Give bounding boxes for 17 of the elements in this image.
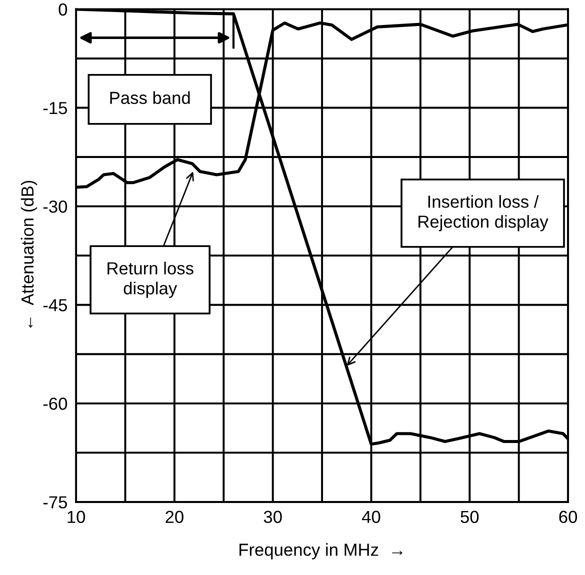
y-tick-label: -15 <box>43 102 67 114</box>
annotation: Pass band <box>110 91 190 104</box>
x-tick-label: 40 <box>362 510 380 524</box>
y-tick-label: -75 <box>43 496 67 508</box>
y-tick-label: -45 <box>43 299 67 312</box>
x-tick-label: 20 <box>166 510 184 524</box>
y-tick-label: 0 <box>58 3 68 16</box>
annotation: Insertion loss / Rejection display <box>418 195 548 232</box>
x-tick-label: 30 <box>264 510 282 524</box>
y-tick-label: -60 <box>43 398 68 410</box>
y-axis-title: ← Attenuation (dB) <box>20 180 38 328</box>
x-tick-label: 10 <box>68 510 86 524</box>
x-tick-label: 60 <box>559 510 578 524</box>
y-tick-label: -30 <box>43 200 68 213</box>
annotation: Return loss display <box>108 262 194 298</box>
x-tick-label: 50 <box>460 510 479 524</box>
x-axis-title: Frequency in MHz → <box>240 543 402 560</box>
